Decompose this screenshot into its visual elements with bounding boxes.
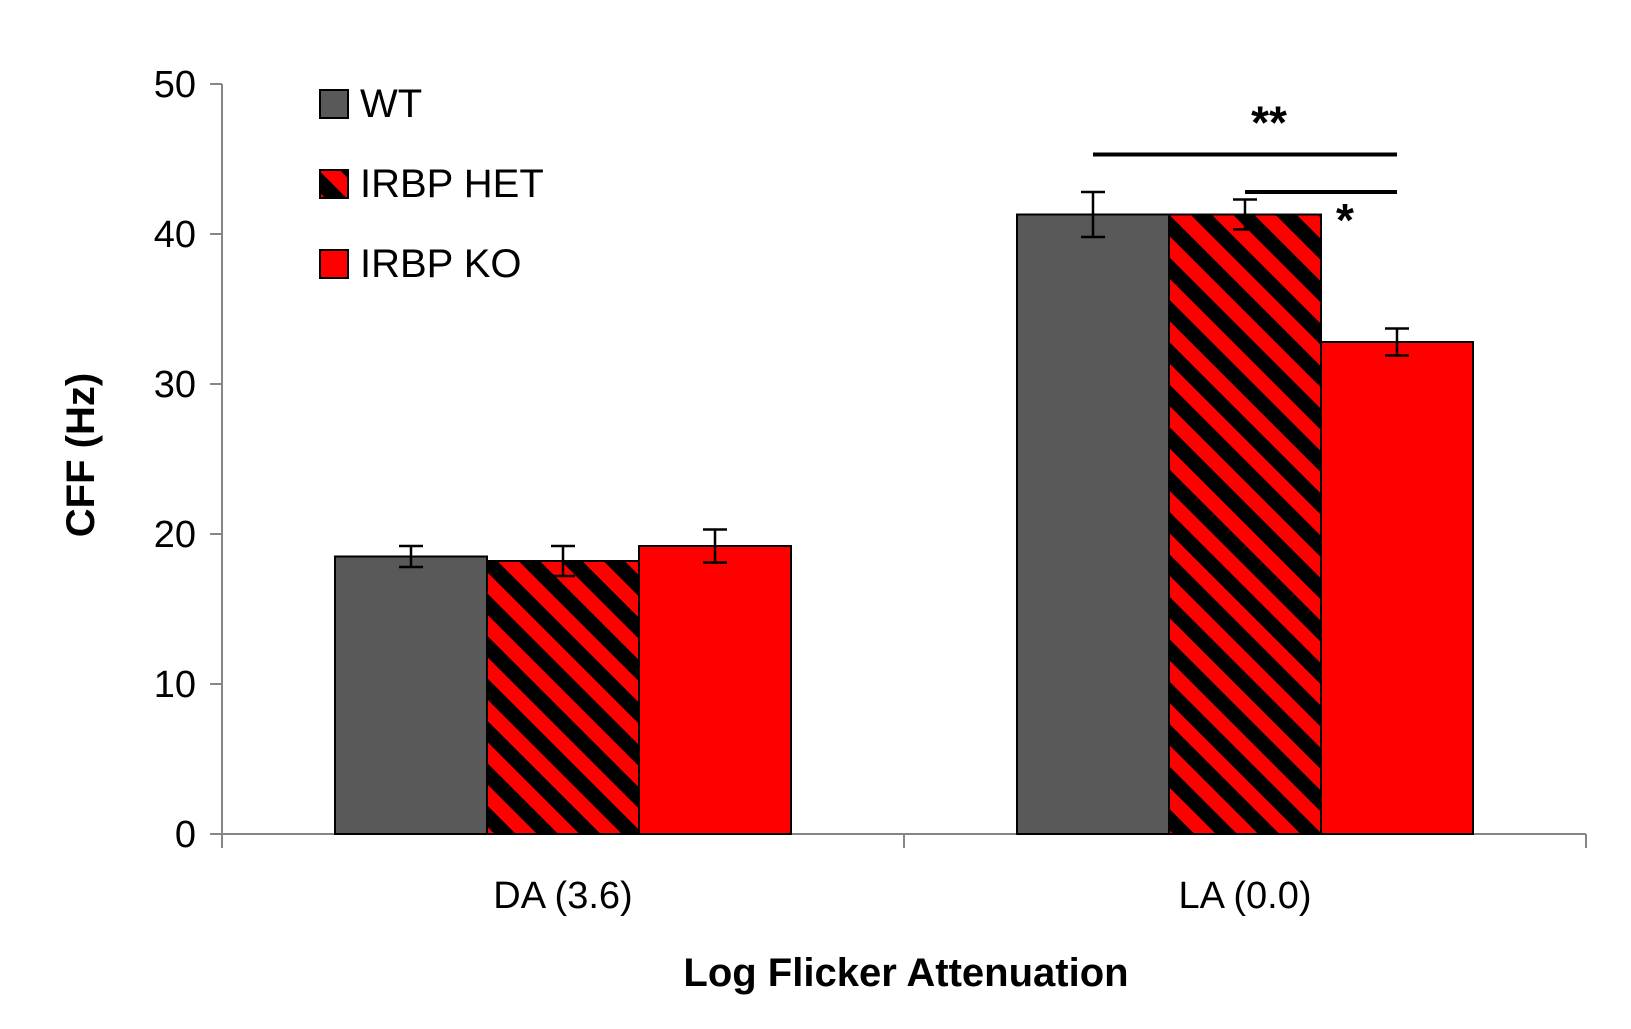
y-tick-label: 10 [154,664,196,706]
annotations: *** [1093,97,1397,246]
legend-label: IRBP HET [360,162,544,206]
legend-swatch [319,249,349,279]
legend-label: WT [360,82,422,126]
legend-swatch [319,89,349,119]
significance-label: ** [1251,97,1287,149]
y-tick-label: 20 [154,514,196,556]
x-axis-title: Log Flicker Attenuation [683,951,1128,995]
y-tick-label: 0 [175,814,196,856]
y-tick-label: 30 [154,364,196,406]
bar [638,545,792,835]
bar [486,560,640,835]
bars [334,190,1474,835]
bar [1320,341,1474,835]
legend: WT IRBP HET IRBP KO [319,82,544,286]
x-tick-label: DA (3.6) [493,875,632,917]
significance-label: * [1336,194,1354,246]
bar [334,555,488,835]
x-tick-label: LA (0.0) [1178,875,1311,917]
y-tick-label: 50 [154,64,196,106]
y-axis-title: CFF (Hz) [59,373,103,537]
axes: 0 10 20 30 40 50 DA (3.6) LA (0.0) [154,64,1587,917]
legend-swatch [319,169,349,199]
bar [1168,213,1322,835]
legend-label: IRBP KO [360,242,522,286]
y-tick-label: 40 [154,214,196,256]
bar [1016,213,1170,835]
